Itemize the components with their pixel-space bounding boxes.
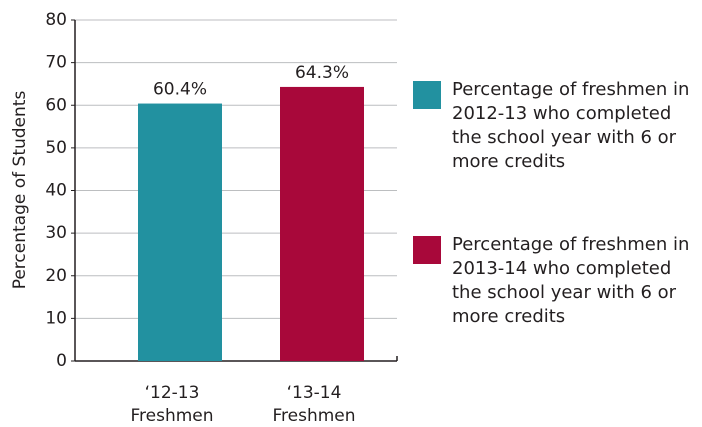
bar — [280, 86, 364, 361]
y-axis-label: Percentage of Students — [10, 91, 30, 290]
bar — [138, 103, 222, 362]
y-tick-label: 10 — [45, 308, 67, 328]
y-tick-label: 80 — [45, 10, 67, 30]
y-tick-label: 60 — [45, 95, 67, 115]
y-tick-label: 50 — [45, 138, 67, 158]
legend-swatch — [413, 81, 441, 109]
y-tick-label: 0 — [56, 351, 67, 371]
legend-swatch — [413, 236, 441, 264]
value-label: 64.3% — [295, 63, 349, 83]
value-label: 60.4% — [153, 80, 207, 100]
y-tick-label: 40 — [45, 181, 67, 201]
x-tick-label: ‘13-14 Freshmen — [272, 383, 355, 426]
y-tick-label: 30 — [45, 223, 67, 243]
y-tick-label: 70 — [45, 53, 67, 73]
x-tick-label: ‘12-13 Freshmen — [130, 383, 213, 426]
legend-label: Percentage of freshmen in 2013-14 who com… — [452, 234, 689, 327]
legend-label: Percentage of freshmen in 2012-13 who com… — [452, 79, 689, 172]
y-tick-label: 20 — [45, 266, 67, 286]
